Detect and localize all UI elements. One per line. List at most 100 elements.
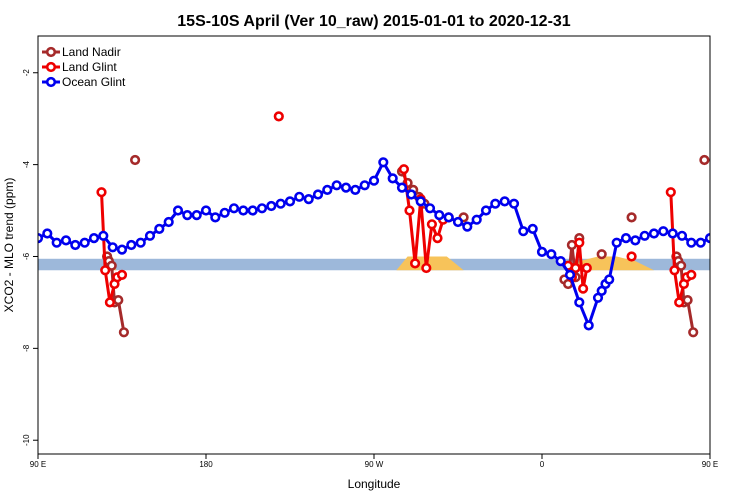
data-point bbox=[113, 295, 124, 306]
data-point bbox=[70, 239, 81, 251]
data-point bbox=[350, 184, 361, 195]
data-point bbox=[106, 260, 117, 271]
legend-label: Land Nadir bbox=[62, 45, 121, 59]
data-point bbox=[699, 154, 710, 166]
data-point bbox=[734, 246, 742, 254]
chart-title: 15S-10S April (Ver 10_raw) 2015-01-01 to… bbox=[177, 13, 571, 30]
data-point bbox=[518, 226, 529, 237]
data-point bbox=[583, 320, 594, 331]
data-point bbox=[191, 210, 202, 221]
y-axis-label: XCO2 - MLO trend (ppm) bbox=[2, 178, 16, 313]
data-point bbox=[639, 230, 650, 241]
data-point bbox=[256, 203, 268, 214]
x-tick-label: 180 bbox=[199, 460, 213, 469]
data-point bbox=[674, 297, 685, 308]
data-point bbox=[303, 194, 314, 205]
data-point bbox=[266, 200, 277, 212]
y-tick-label: -6 bbox=[22, 252, 31, 260]
data-point bbox=[404, 205, 415, 216]
plot-area bbox=[38, 111, 750, 338]
data-point bbox=[574, 237, 585, 248]
data-point bbox=[135, 237, 146, 248]
data-point bbox=[415, 196, 426, 207]
y-tick-label: -8 bbox=[22, 344, 31, 352]
data-point bbox=[340, 182, 352, 193]
data-point bbox=[596, 249, 607, 260]
data-point bbox=[154, 223, 165, 234]
data-point bbox=[686, 269, 697, 281]
data-point bbox=[42, 228, 53, 239]
reference-band bbox=[38, 258, 710, 271]
data-point bbox=[104, 297, 115, 308]
data-point bbox=[546, 249, 557, 260]
data-point bbox=[182, 210, 193, 221]
data-point bbox=[96, 187, 107, 198]
data-point bbox=[648, 228, 660, 239]
data-point bbox=[410, 258, 421, 269]
data-point bbox=[443, 212, 454, 223]
data-point bbox=[378, 157, 389, 168]
data-point bbox=[219, 207, 230, 218]
data-point bbox=[116, 244, 128, 255]
x-tick-label: 90 E bbox=[30, 460, 46, 469]
data-point bbox=[172, 205, 184, 216]
x-tick-label: 0 bbox=[540, 460, 545, 469]
data-point bbox=[555, 256, 566, 267]
data-point bbox=[536, 246, 548, 257]
data-point bbox=[118, 327, 129, 338]
data-point bbox=[228, 203, 240, 214]
data-point bbox=[577, 283, 589, 294]
data-point bbox=[426, 219, 438, 230]
data-point bbox=[611, 237, 622, 248]
data-point bbox=[387, 173, 398, 184]
data-point bbox=[452, 216, 464, 228]
data-point bbox=[471, 214, 482, 225]
data-point bbox=[434, 210, 445, 221]
data-point bbox=[744, 248, 750, 256]
data-point bbox=[716, 232, 724, 240]
data-point bbox=[604, 274, 615, 285]
data-point bbox=[126, 239, 137, 251]
data-point bbox=[574, 297, 585, 308]
data-point bbox=[312, 189, 324, 200]
data-point bbox=[626, 212, 637, 223]
data-point bbox=[51, 237, 62, 248]
data-point bbox=[581, 262, 592, 274]
y-tick-label: -2 bbox=[22, 69, 31, 77]
data-point bbox=[669, 265, 680, 276]
data-point bbox=[396, 182, 408, 193]
data-point bbox=[658, 226, 669, 237]
data-point bbox=[273, 111, 284, 122]
legend-label: Ocean Glint bbox=[62, 75, 126, 89]
data-point bbox=[688, 327, 699, 338]
data-point bbox=[665, 187, 676, 198]
data-point bbox=[406, 189, 417, 200]
data-point bbox=[462, 221, 473, 232]
data-point bbox=[210, 212, 221, 223]
y-axis: -10 -8 -6 -4 -2 bbox=[22, 69, 38, 446]
data-point bbox=[480, 205, 492, 216]
x-axis-label: Longitude bbox=[348, 477, 401, 491]
legend-label: Land Glint bbox=[62, 60, 117, 74]
data-point bbox=[398, 164, 410, 175]
data-point bbox=[630, 235, 641, 246]
legend-item: Ocean Glint bbox=[42, 75, 126, 89]
data-point bbox=[620, 233, 632, 244]
series-ocean-glint bbox=[38, 157, 750, 331]
data-point bbox=[686, 237, 697, 248]
data-point bbox=[359, 180, 370, 191]
data-point bbox=[682, 295, 693, 306]
data-point bbox=[499, 196, 510, 207]
data-point bbox=[284, 196, 296, 207]
data-point bbox=[200, 205, 212, 216]
data-point bbox=[667, 228, 678, 239]
data-point bbox=[88, 233, 100, 244]
data-point bbox=[322, 184, 333, 195]
data-point bbox=[98, 230, 109, 241]
data-point bbox=[107, 242, 118, 253]
data-point bbox=[100, 265, 111, 276]
data-point bbox=[527, 223, 538, 234]
legend-item: Land Nadir bbox=[42, 45, 121, 59]
